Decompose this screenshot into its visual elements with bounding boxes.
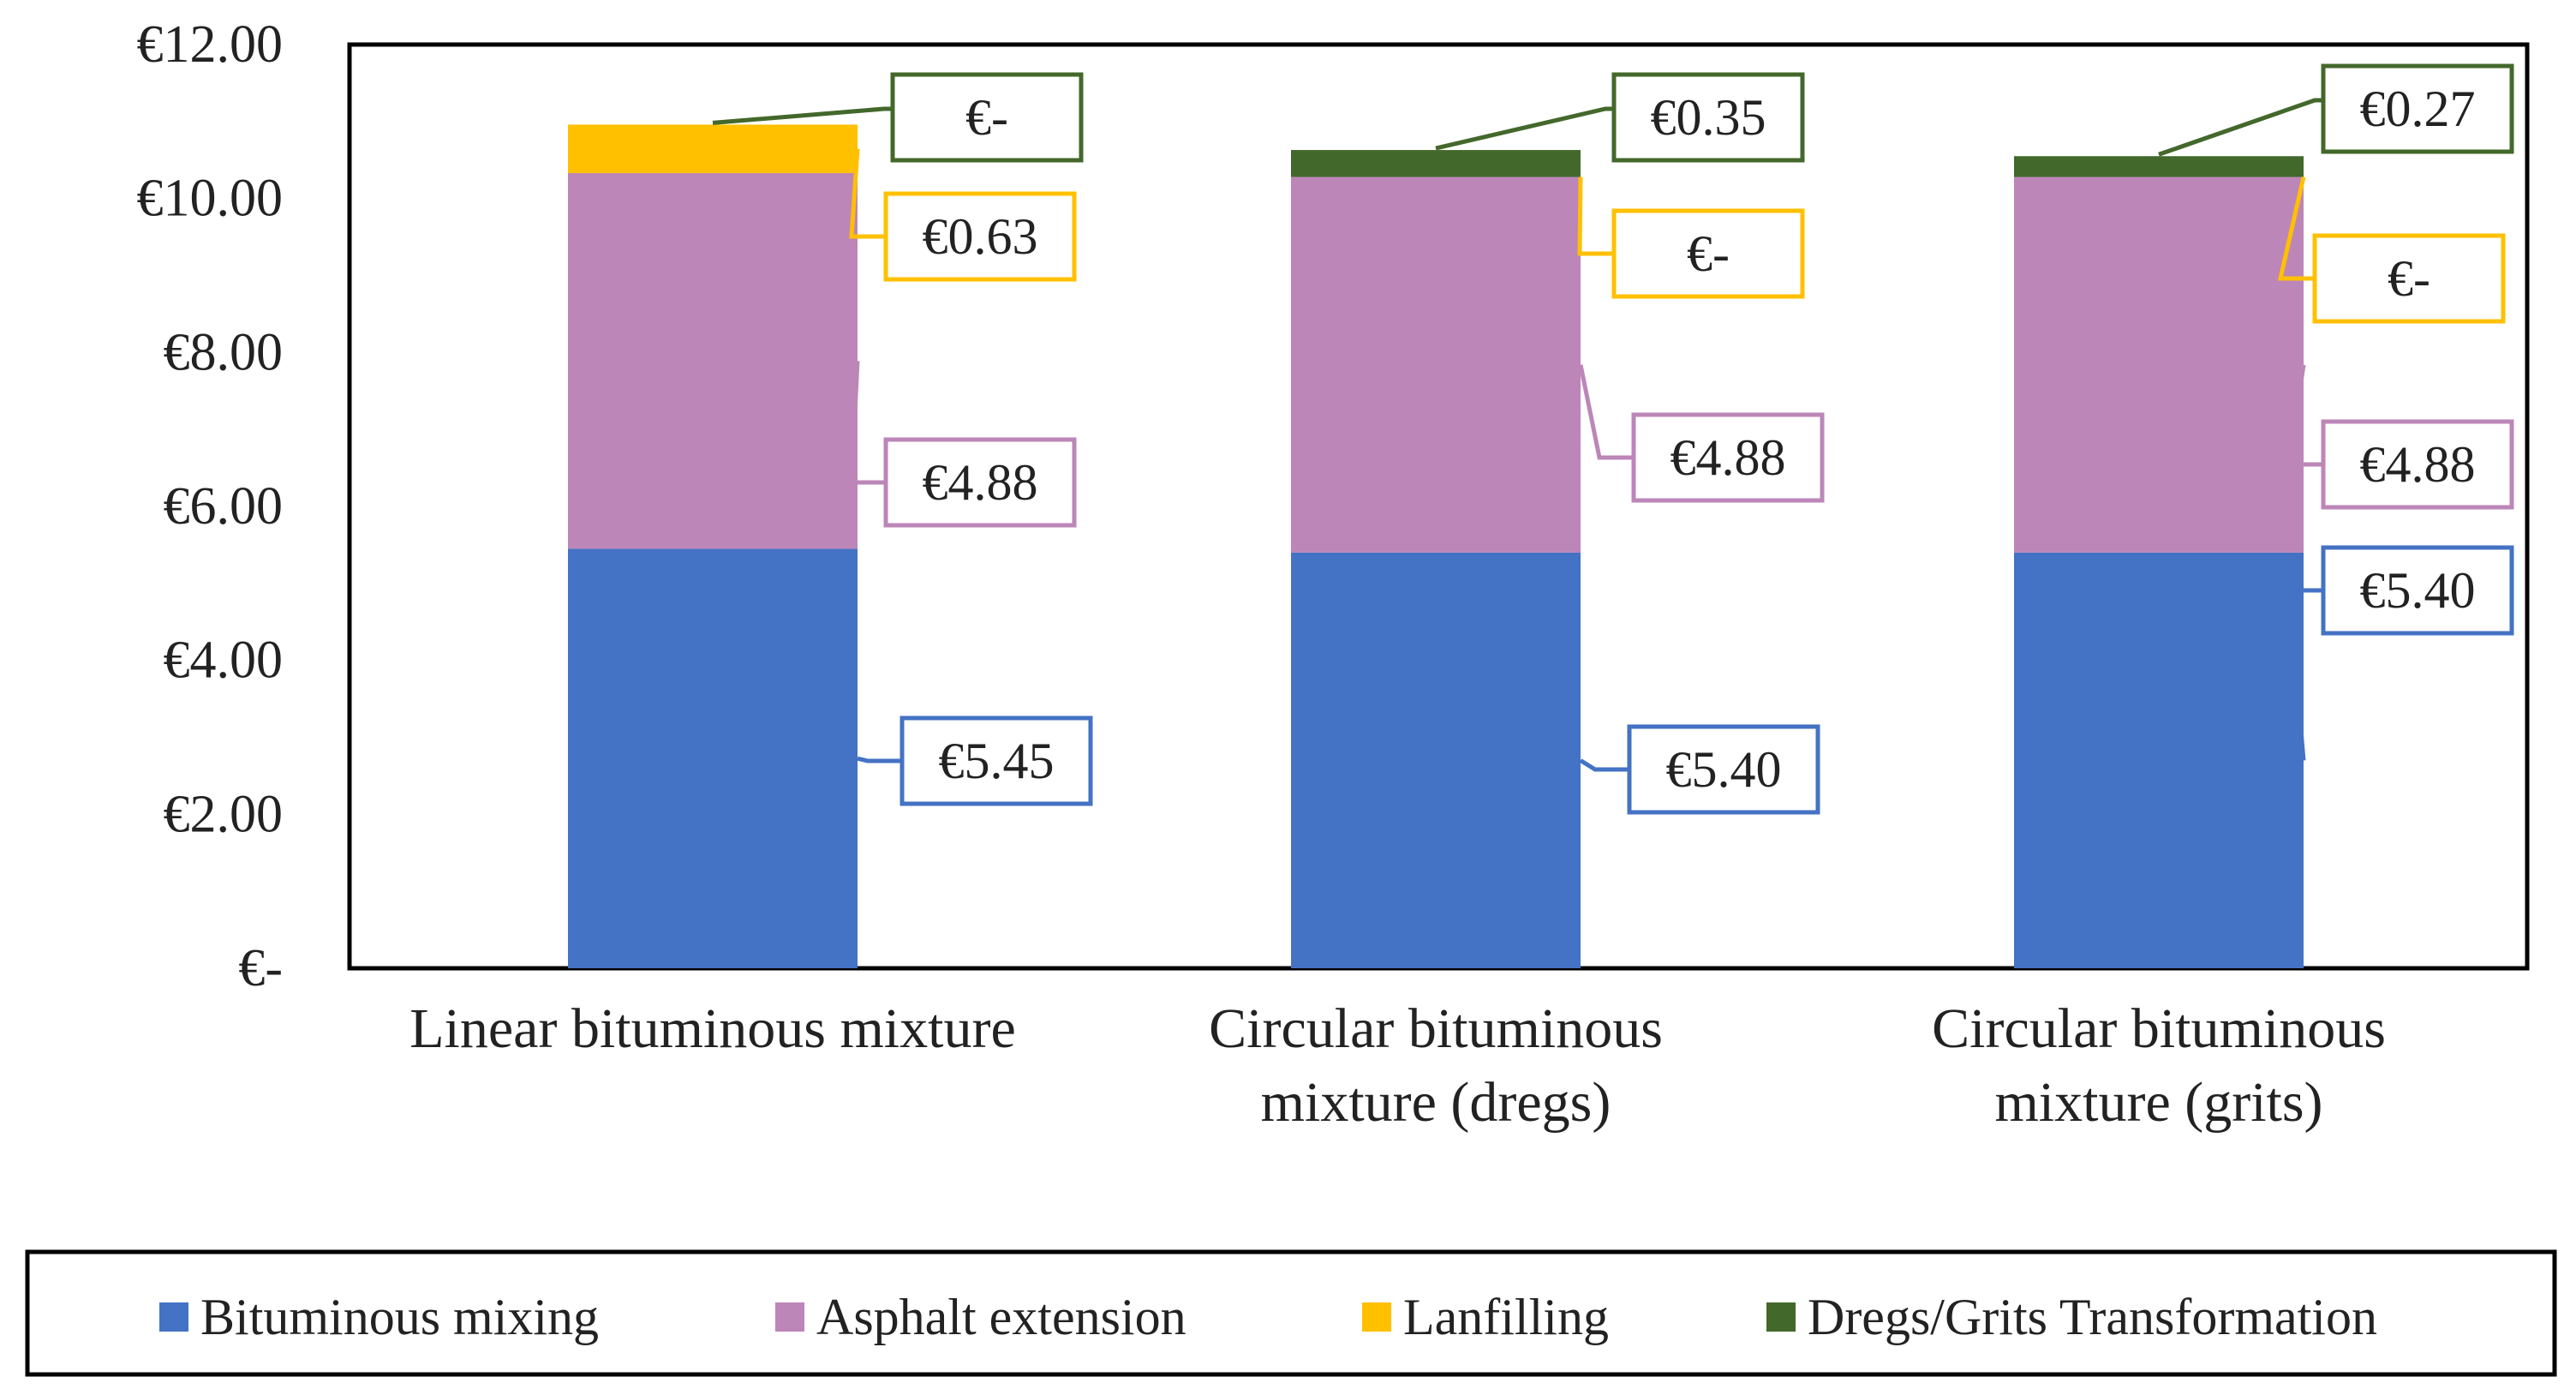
data-label-box: [2321, 545, 2514, 636]
y-tick-label: €6.00: [164, 477, 284, 536]
leader-line: [849, 361, 886, 485]
bars-group: [568, 124, 2304, 968]
leader-line: [2158, 98, 2323, 157]
y-axis-ticks: €- €2.00 €4.00 €6.00 €8.00 €10.00 €12.00: [137, 15, 284, 997]
legend-swatch: [1362, 1302, 1391, 1332]
data-labels-group: €5.45 €4.88 €0.63 €- €5.40 €4.88 €- €0.35 €5.40 €…: [712, 63, 2514, 815]
data-label-box: [1611, 208, 1805, 299]
data-label-box: [900, 715, 1093, 806]
y-tick-label: €4.00: [164, 632, 284, 690]
legend-box: [25, 1249, 2557, 1377]
bar-segment-dregs-grits-transformation: [2014, 156, 2304, 177]
leader-line: [1577, 177, 1614, 256]
data-label-box: [1631, 412, 1825, 503]
data-label: €0.63: [923, 208, 1038, 265]
data-label-box: [1627, 724, 1820, 815]
category-label: Circular bituminous mixture (grits): [1932, 997, 2386, 1134]
data-label: €-: [2388, 250, 2430, 307]
bar-segment-bituminous-mixing: [2014, 552, 2304, 968]
y-tick-label: €8.00: [164, 323, 284, 381]
data-label: €0.35: [1651, 89, 1766, 146]
legend-label: Lanfilling: [1403, 1289, 1609, 1345]
leader-line: [2286, 588, 2323, 761]
leader-line: [1579, 758, 1629, 772]
data-label: €-: [1687, 225, 1730, 282]
data-label: €5.40: [2360, 562, 2476, 619]
bar-segment-lanfilling: [568, 124, 858, 174]
y-tick-label: €12.00: [137, 15, 284, 74]
legend-swatch: [1766, 1302, 1796, 1332]
bar-segment-asphalt-extension: [568, 173, 858, 549]
bar-segment-asphalt-extension: [1291, 177, 1581, 553]
data-label-box: [2312, 233, 2506, 324]
bar-segment-asphalt-extension: [2014, 177, 2304, 553]
data-label-box: [2321, 419, 2514, 510]
data-label: €-: [965, 89, 1008, 146]
leader-line: [1435, 106, 1614, 151]
category-labels-group: Linear bituminous mixture Circular bitumi…: [409, 997, 2386, 1134]
data-label: €0.27: [2360, 81, 2476, 137]
legend-label: Asphalt extension: [816, 1289, 1186, 1345]
category-label: Linear bituminous mixture: [409, 997, 1016, 1060]
leader-line: [2286, 364, 2323, 467]
data-label-box: [883, 191, 1077, 282]
bar-segment-bituminous-mixing: [1291, 552, 1581, 968]
y-tick-label: €2.00: [164, 785, 284, 843]
data-label-box: [1611, 72, 1805, 163]
leader-line: [849, 148, 886, 239]
y-tick-label: €10.00: [137, 170, 284, 228]
data-label-box: [883, 437, 1077, 528]
legend-swatch: [159, 1302, 188, 1332]
y-tick-label: €-: [238, 939, 283, 997]
leader-line: [2277, 176, 2315, 281]
legend-label: Dregs/Grits Transformation: [1808, 1289, 2377, 1345]
data-label-box: [2321, 63, 2514, 154]
data-label: €4.88: [2360, 436, 2476, 493]
data-label: €4.88: [923, 454, 1038, 511]
bar-segment-bituminous-mixing: [568, 548, 858, 968]
data-label: €5.45: [939, 733, 1055, 789]
data-label: €4.88: [1671, 429, 1786, 486]
data-label-box: [890, 72, 1084, 163]
leader-line: [1578, 364, 1634, 460]
leader-line: [857, 756, 902, 763]
leader-line: [712, 106, 893, 125]
category-label: Circular bituminous mixture (dregs): [1209, 997, 1663, 1134]
legend-swatch: [775, 1302, 804, 1332]
legend: Bituminous mixing Asphalt extension Lanfil…: [159, 1289, 2377, 1345]
bar-segment-dregs-grits-transformation: [1291, 150, 1581, 177]
data-label: €5.40: [1666, 741, 1782, 798]
legend-label: Bituminous mixing: [200, 1289, 599, 1345]
